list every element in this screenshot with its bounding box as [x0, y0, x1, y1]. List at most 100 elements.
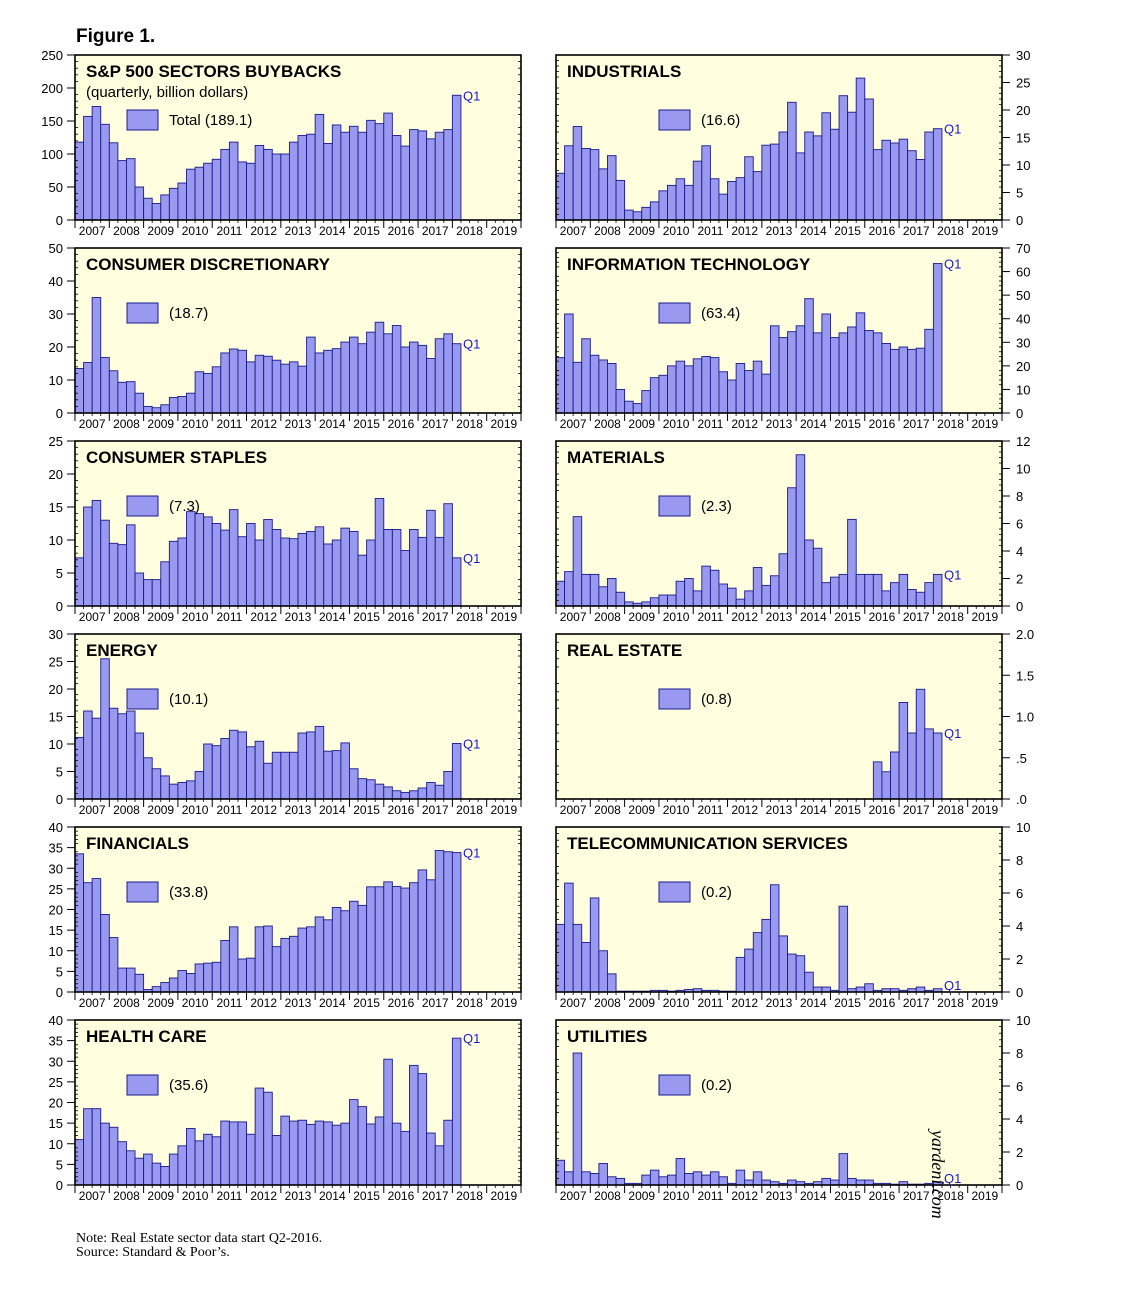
bar [426, 509, 436, 607]
last-quarter-label: Q1 [463, 1031, 480, 1046]
bar [331, 348, 342, 414]
bar [555, 172, 566, 221]
x-tick-label: 2019 [490, 803, 517, 817]
bar [263, 355, 273, 414]
x-tick-label: 2009 [147, 1189, 174, 1203]
x-tick-label: 2010 [182, 996, 209, 1010]
bar [280, 751, 290, 800]
bar [847, 111, 857, 221]
bar [366, 779, 376, 800]
bar [812, 332, 823, 414]
y-tick-label: 10 [1016, 158, 1030, 173]
x-tick-label: 2018 [937, 803, 964, 817]
x-tick-label: 2009 [628, 417, 655, 431]
bar [598, 359, 608, 414]
bar [228, 141, 239, 221]
legend-label: (2.3) [701, 498, 732, 515]
x-tick-label: 2014 [319, 1189, 346, 1203]
y-tick-label: 100 [41, 147, 63, 162]
bar [400, 346, 410, 414]
y-tick-label: 20 [49, 467, 63, 482]
x-tick-label: 2007 [560, 1189, 587, 1203]
bar [151, 579, 162, 607]
bar [632, 211, 643, 221]
y-tick-label: 10 [49, 1137, 63, 1152]
bar [615, 591, 626, 607]
bar [718, 371, 728, 414]
bar [168, 1153, 179, 1186]
bar [915, 688, 926, 800]
y-tick-label: 15 [1016, 131, 1030, 146]
bar [718, 193, 728, 221]
x-tick-label: 2009 [628, 610, 655, 624]
legend-swatch [126, 109, 159, 131]
bar [366, 886, 376, 993]
y-tick-label: 40 [49, 274, 63, 289]
bar [898, 138, 909, 221]
bar [74, 853, 85, 993]
bar [426, 782, 436, 800]
bar [607, 973, 617, 993]
legend-swatch [126, 1074, 159, 1096]
bar [409, 1064, 419, 1186]
bar [718, 583, 728, 607]
x-tick-label: 2018 [456, 803, 483, 817]
y-tick-label: 50 [49, 241, 63, 256]
bar [451, 1037, 462, 1186]
x-tick-label: 2013 [766, 417, 793, 431]
plot-background [556, 1020, 1002, 1185]
y-tick-label: 5 [56, 964, 63, 979]
bar [607, 578, 617, 607]
bar [288, 141, 299, 221]
bar [220, 939, 230, 993]
bar [400, 550, 410, 607]
bar [314, 725, 325, 800]
y-tick-label: 10 [1016, 462, 1030, 477]
bar [220, 738, 230, 800]
bar [186, 392, 196, 414]
bar [924, 328, 934, 414]
x-tick-label: 2007 [79, 803, 106, 817]
bar [357, 131, 368, 221]
y-tick-label: 15 [49, 710, 63, 725]
x-tick-label: 2018 [937, 1189, 964, 1203]
legend-swatch [658, 1074, 691, 1096]
bar [366, 1123, 376, 1186]
bar [349, 125, 359, 221]
bar [331, 124, 342, 221]
bar [126, 967, 136, 993]
bar [314, 352, 325, 414]
bar [263, 519, 273, 607]
bar [409, 882, 419, 993]
y-tick-label: 4 [1016, 1112, 1023, 1127]
x-tick-label: 2013 [285, 417, 312, 431]
bar [126, 1150, 136, 1186]
x-tick-label: 2012 [731, 996, 758, 1010]
y-tick-label: 50 [1016, 288, 1030, 303]
x-tick-label: 2016 [869, 803, 896, 817]
x-tick-label: 2018 [456, 610, 483, 624]
last-quarter-label: Q1 [463, 88, 480, 103]
x-tick-label: 2011 [697, 224, 723, 238]
bar [915, 347, 926, 414]
bar [117, 713, 127, 800]
bar [271, 751, 282, 800]
bar [314, 113, 325, 221]
bar [177, 182, 187, 221]
bar [134, 1157, 145, 1186]
bar [366, 119, 376, 221]
bar [812, 547, 823, 607]
bar [280, 153, 290, 221]
bar [314, 526, 325, 607]
x-tick-label: 2015 [353, 1189, 380, 1203]
x-tick-label: 2012 [731, 224, 758, 238]
bar [607, 1176, 617, 1186]
bar [761, 144, 771, 221]
bar [194, 371, 205, 414]
bar [684, 184, 694, 221]
bar [126, 710, 136, 800]
x-tick-label: 2018 [456, 996, 483, 1010]
x-tick-label: 2018 [456, 1189, 483, 1203]
bar [898, 702, 909, 800]
bar [237, 161, 247, 221]
